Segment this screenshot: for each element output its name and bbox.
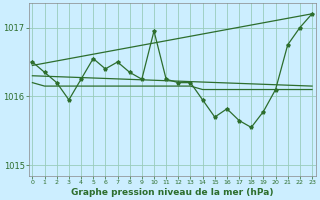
X-axis label: Graphe pression niveau de la mer (hPa): Graphe pression niveau de la mer (hPa): [71, 188, 274, 197]
